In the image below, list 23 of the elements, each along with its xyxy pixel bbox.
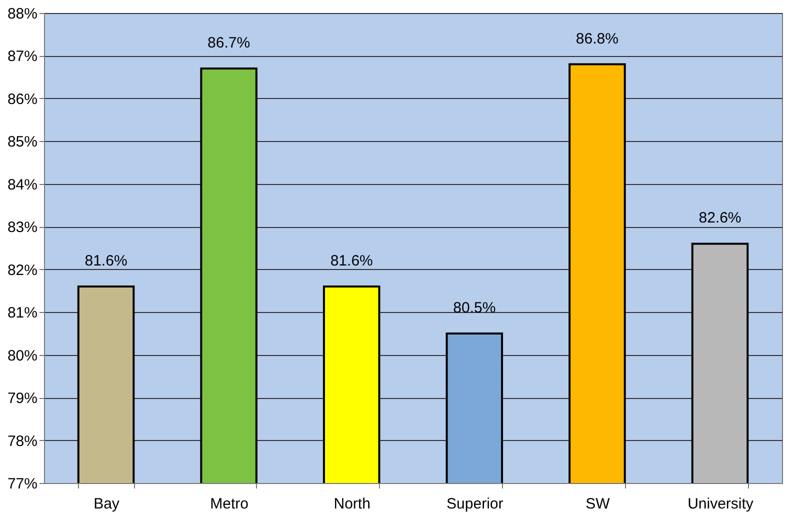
y-tick-label: 78% [7,432,38,450]
x-tick-label: Bay [94,496,120,512]
data-label: 86.8% [576,30,618,48]
x-tick-label: University [688,496,754,512]
y-tick-label: 85% [7,134,38,151]
y-tick-label: 84% [7,176,38,194]
data-label: 86.7% [208,34,250,52]
y-tick-label: 79% [7,390,38,408]
x-tick-label: Metro [210,496,248,512]
data-label: 81.6% [84,252,128,270]
y-tick-label: 82% [7,262,38,279]
y-tick-label: 80% [7,347,38,364]
y-tick-label: 88% [7,6,38,22]
y-tick-label: 81% [7,304,38,322]
data-label: 82.6% [698,210,742,227]
data-label: 81.6% [330,252,373,270]
x-tick-label: Superior [446,496,504,512]
x-tick-label: North [334,496,370,512]
y-tick-label: 86% [7,90,38,108]
y-tick-label: 83% [7,219,38,236]
y-tick-label: 77% [7,476,38,492]
x-tick-label: SW [586,496,611,512]
y-tick-label: 87% [7,48,38,66]
